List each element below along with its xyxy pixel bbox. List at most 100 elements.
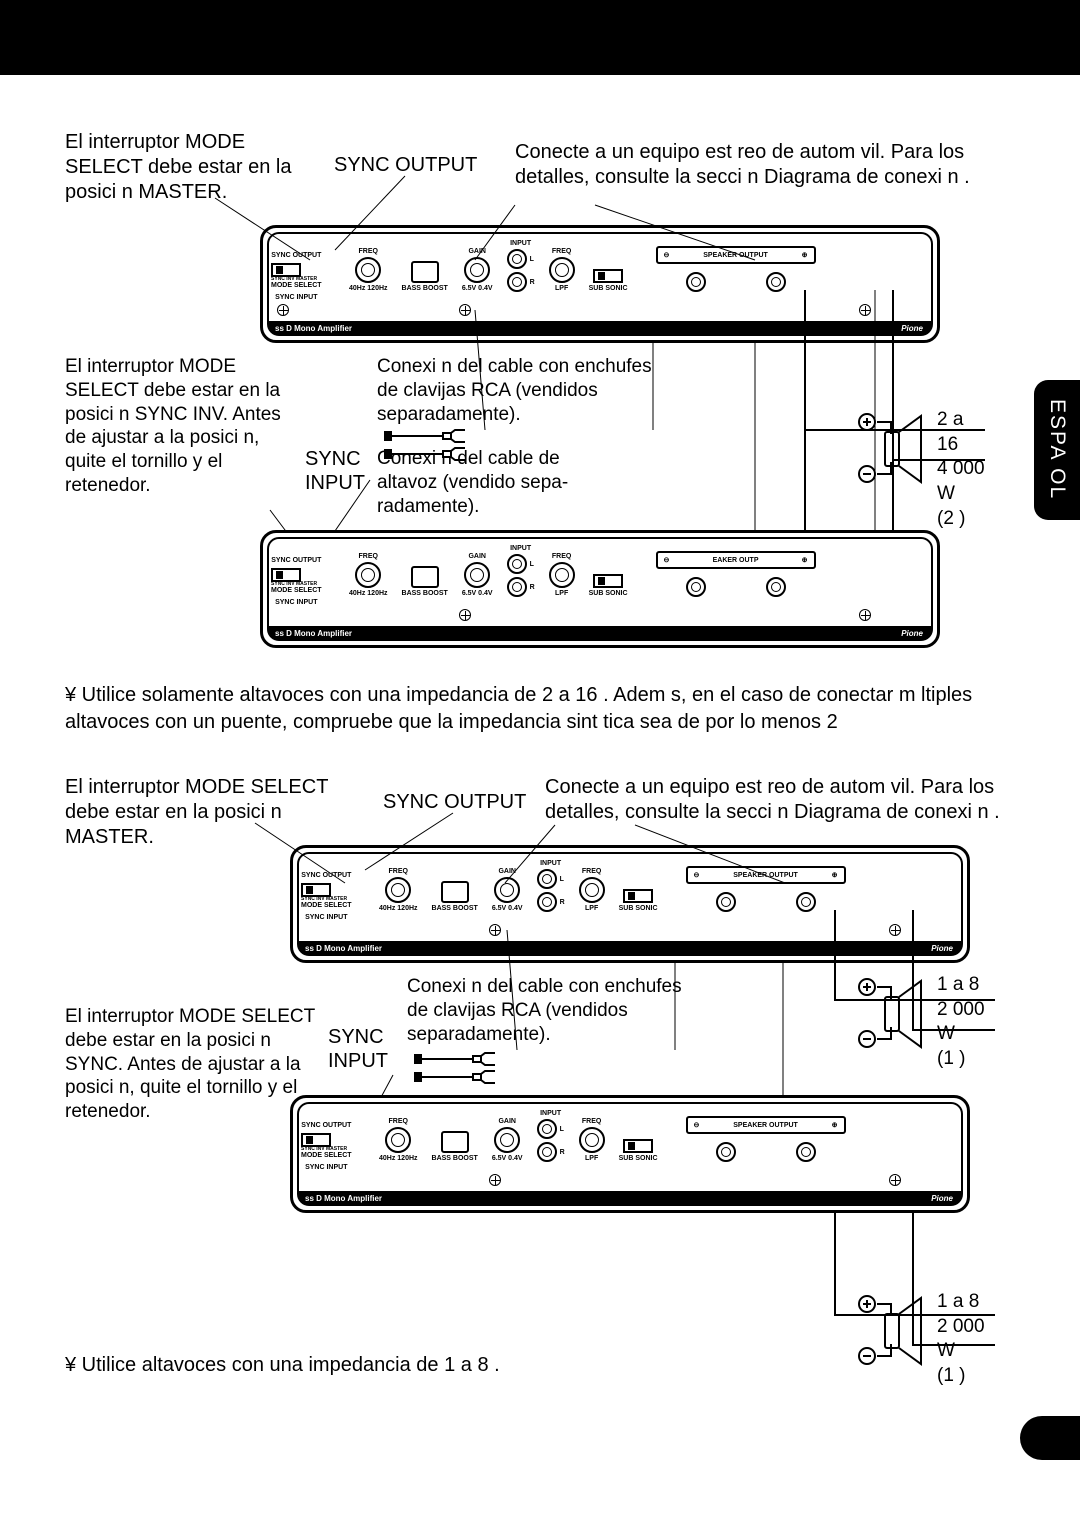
callout-sync-output-2: SYNC OUTPUT [383, 790, 526, 815]
screw-icon [889, 1174, 901, 1186]
speaker1-impedance: 1 a 8 [937, 973, 985, 998]
speaker1-power: 2 000 W [937, 998, 985, 1047]
terminal-icon [716, 1142, 736, 1162]
terminal-icon [766, 577, 786, 597]
switch-icon [593, 269, 623, 283]
section-bridged: El interruptor MODE SELECT debe estar en… [35, 130, 1045, 730]
amp-sync-output-tiny: SYNC OUTPUT [271, 557, 322, 565]
speaker-output-bar: ⊖SPEAKER OUTPUT⊕ [686, 1116, 846, 1134]
gain-range: 6.5V 0.4V [462, 285, 493, 292]
screw-icon [277, 304, 289, 316]
bass-icon [411, 566, 439, 588]
sync-input-label-2: SYNC INPUT [328, 1025, 398, 1073]
speaker-spec-2: 1 a 8 2 000 W (1 ) [855, 1290, 985, 1388]
amp-sync-1: SYNC OUTPUT SYNC INV MASTER MODE SELECT … [260, 530, 940, 648]
knob-label-gain: GAIN [468, 248, 486, 255]
speaker-impedance: 2 a 16 [937, 408, 985, 457]
switch-icon [623, 889, 653, 903]
switch-icon [593, 574, 623, 588]
speaker-power: 4 000 W [937, 457, 985, 506]
amp-sync-output-tiny: SYNC OUTPUT [271, 252, 322, 260]
amp-master-1: SYNC OUTPUT SYNC INV MASTER MODE SELECT … [260, 225, 940, 343]
knob-range: 40Hz 120Hz [349, 285, 388, 292]
terminal-icon [686, 272, 706, 292]
amp-mode-switch-icon [271, 568, 301, 582]
knob-label: FREQ [359, 553, 378, 560]
knob-icon [579, 877, 605, 903]
header-black-bar [0, 0, 1080, 75]
amp-bottom-bar: ss D Mono Amplifier Pione [299, 1191, 961, 1205]
callout-mode-sync-2: El interruptor MODE SELECT debe estar en… [65, 1005, 325, 1124]
rca-icon [507, 272, 527, 292]
callout-connect-stereo-2: Conecte a un equipo est reo de autom vil… [545, 775, 1045, 825]
callout-mode-master-2: El interruptor MODE SELECT debe estar en… [65, 775, 375, 850]
amp-bottom-bar: ss D Mono Amplifier Pione [269, 321, 931, 335]
amp-mode-select-tiny: MODE SELECT [271, 587, 322, 595]
speaker2-power: 2 000 W [937, 1315, 985, 1364]
speaker-output-bar: ⊖SPEAKER OUTPUT⊕ [656, 246, 816, 264]
rca-icon [507, 249, 527, 269]
callout-speaker-cable: Conexi n del cable de altavoz (vendido s… [377, 447, 622, 518]
amp-bottom-bar: ss D Mono Amplifier Pione [269, 626, 931, 640]
screw-icon [859, 304, 871, 316]
knob-icon [494, 877, 520, 903]
speaker-output-bar: ⊖EAKER OUTP⊕ [656, 551, 816, 569]
knob-icon [385, 877, 411, 903]
screw-icon [489, 1174, 501, 1186]
knob-label-freq: FREQ [359, 248, 378, 255]
page-body: ESPA OL El interruptor MODE SELECT debe … [0, 130, 1080, 1500]
knob-label-freq2: FREQ [552, 248, 571, 255]
terminal-icon [796, 1142, 816, 1162]
knob-icon [385, 1127, 411, 1153]
amp-bottom-bar: ss D Mono Amplifier Pione [299, 941, 961, 955]
callout-rca-cable: Conexi n del cable con enchufes de clavi… [377, 355, 667, 426]
screw-icon [489, 924, 501, 936]
knob-icon [464, 257, 490, 283]
rca-icon [537, 1142, 557, 1162]
speaker-output-bar: ⊖SPEAKER OUTPUT⊕ [686, 866, 846, 884]
knob-label: GAIN [468, 553, 486, 560]
screw-icon [459, 304, 471, 316]
callout-rca-cable-2: Conexi n del cable con enchufes de clavi… [407, 975, 697, 1046]
knob-icon [464, 562, 490, 588]
screw-icon [859, 609, 871, 621]
speaker1-ohm: (1 ) [937, 1047, 985, 1072]
knob-icon [355, 562, 381, 588]
speaker-ohm: (2 ) [937, 507, 985, 532]
rca-icon [507, 554, 527, 574]
note-impedance-bridged: ¥ Utilice solamente altavoces con una im… [65, 682, 1025, 736]
amp-model-text: ss D Mono Amplifier [275, 324, 352, 333]
speaker-spec-1: 1 a 8 2 000 W (1 ) [855, 973, 985, 1071]
terminal-icon [686, 577, 706, 597]
input-label: INPUT [510, 240, 531, 247]
section-dual: El interruptor MODE SELECT debe estar en… [35, 775, 1045, 1415]
bass-icon [441, 881, 469, 903]
amp-brand-text: Pione [901, 324, 931, 333]
rca-icon [537, 1119, 557, 1139]
amp-sync-2: SYNC OUTPUT SYNC INV MASTER MODE SELECT … [290, 1095, 970, 1213]
knob-icon [549, 562, 575, 588]
sub-sonic-label: SUB SONIC [589, 285, 628, 292]
rca-R: R [530, 279, 535, 286]
speaker2-impedance: 1 a 8 [937, 1290, 985, 1315]
switch-icon [301, 1133, 331, 1147]
lpf-label: LPF [555, 285, 568, 292]
rca-icon [537, 892, 557, 912]
language-tab-text: ESPA OL [1045, 399, 1069, 500]
screw-icon [459, 609, 471, 621]
switch-icon [301, 883, 331, 897]
bass-icon [441, 1131, 469, 1153]
note-impedance-dual: ¥ Utilice altavoces con una impedancia d… [65, 1352, 665, 1379]
rca-icon [507, 577, 527, 597]
knob-icon [494, 1127, 520, 1153]
knob-icon [355, 257, 381, 283]
callout-mode-master: El interruptor MODE SELECT debe estar en… [65, 130, 325, 205]
amp-mode-select-tiny: MODE SELECT [271, 282, 322, 290]
knob-icon [579, 1127, 605, 1153]
callout-connect-stereo: Conecte a un equipo est reo de autom vil… [515, 140, 1025, 190]
terminal-icon [766, 272, 786, 292]
amp-mode-switch-icon [271, 263, 301, 277]
amp-sync-input-tiny: SYNC INPUT [271, 599, 322, 607]
amp-sync-input-tiny: SYNC INPUT [271, 294, 322, 302]
knob-icon [549, 257, 575, 283]
